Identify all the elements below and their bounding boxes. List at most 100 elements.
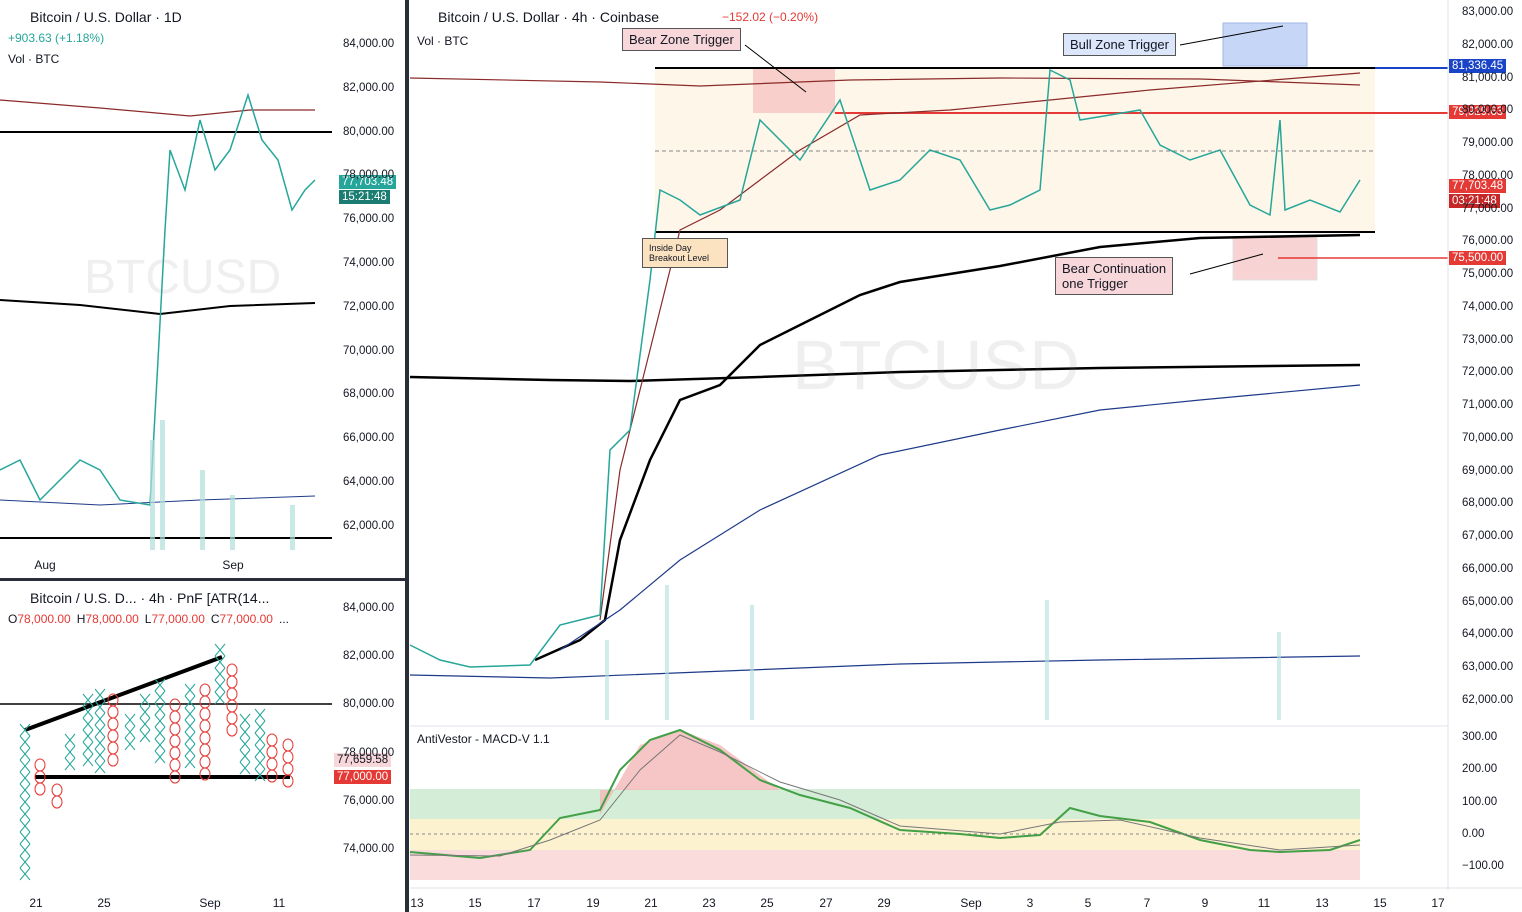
price-tag: 77,703.48 — [339, 175, 397, 189]
time-axis-label: Sep — [960, 896, 982, 910]
pnf-x — [254, 708, 266, 722]
pnf-o — [107, 729, 119, 743]
pnf-x — [94, 688, 106, 702]
pnf-x — [254, 720, 266, 734]
pnf-x — [154, 726, 166, 740]
ohlc-item: L77,000.00 — [145, 612, 211, 626]
countdown: 03:21:48 — [1449, 194, 1500, 208]
volume — [605, 585, 1281, 720]
pnf-o — [226, 699, 238, 713]
annotation[interactable]: Bear Continuation one Trigger — [1055, 257, 1174, 295]
pnf-x — [184, 707, 196, 721]
pnf-x — [19, 759, 31, 773]
time-axis-label: 27 — [819, 896, 833, 910]
pnf-x — [94, 748, 106, 762]
price-axis-label: 78,000.00 — [1462, 169, 1514, 182]
pnf-o — [169, 746, 181, 760]
price-axis-label: 65,000.00 — [1462, 595, 1514, 608]
pnf-o — [51, 795, 63, 809]
time-axis-label: Sep — [222, 558, 244, 572]
panel-title[interactable]: Bitcoin / U.S. Dollar · 1D — [30, 9, 182, 25]
pnf-x — [139, 693, 151, 707]
price — [409, 68, 1361, 668]
time-axis-label: 25 — [97, 896, 111, 910]
time-axis-label: 11 — [272, 896, 286, 910]
price-axis-label: 71,000.00 — [1462, 399, 1514, 411]
pnf-x — [184, 755, 196, 769]
ohlc-key: O — [8, 612, 18, 626]
price-axis-label: −100.00 — [1462, 860, 1504, 873]
ohlc-key: C — [210, 612, 220, 626]
pnf-x — [19, 747, 31, 761]
connector — [744, 44, 807, 93]
pnf-x — [239, 761, 251, 775]
panel-title[interactable]: Bitcoin / U.S. Dollar · 4h · Coinbase — [438, 9, 659, 25]
time-axis-label: 7 — [1143, 896, 1151, 910]
pnf-o — [199, 767, 211, 781]
ma — [0, 495, 316, 506]
vwap — [534, 233, 1361, 662]
pnf-x — [154, 702, 166, 716]
pnf-o — [199, 719, 211, 733]
pnf-x — [139, 705, 151, 719]
price — [0, 92, 316, 506]
pnf-x — [154, 678, 166, 692]
annotation[interactable]: Inside Day Breakout Level — [642, 238, 728, 268]
price-axis-label: 0.00 — [1462, 827, 1485, 840]
price-tag: 77,659.58 — [334, 753, 392, 767]
price-axis-label: 72,000.00 — [1462, 366, 1514, 379]
panel-title[interactable]: Bitcoin / U.S. D... · 4h · PnF [ATR(14..… — [30, 590, 270, 606]
price-axis-label: 64,000.00 — [1462, 628, 1514, 641]
pnf-o — [226, 723, 238, 737]
price-axis-label: 80,000.00 — [343, 698, 395, 711]
signal — [409, 734, 1361, 857]
price-axis-label: 69,000.00 — [1462, 464, 1514, 477]
pnf-o — [266, 733, 278, 747]
pnf-x — [139, 729, 151, 743]
price-axis-label: 200.00 — [1462, 763, 1498, 776]
pnf-x — [154, 750, 166, 764]
pnf-o — [199, 731, 211, 745]
pnf-x — [214, 655, 226, 669]
pnf-o — [199, 683, 211, 697]
time-axis-label: 13 — [1315, 896, 1329, 910]
price-axis-label: 76,000.00 — [343, 794, 395, 807]
pnf-o — [199, 755, 211, 769]
annotation[interactable]: Bull Zone Trigger — [1063, 33, 1176, 56]
price-axis-label: 76,000.00 — [343, 213, 395, 226]
time-axis-label: 29 — [877, 896, 891, 910]
price-axis-label: 76,000.00 — [1462, 235, 1514, 248]
pnf-o — [282, 738, 294, 752]
pnf-x — [154, 714, 166, 728]
time-axis-label: 19 — [586, 896, 600, 910]
pnf-o — [266, 769, 278, 783]
pnf-x — [254, 756, 266, 770]
price-axis-label: 72,000.00 — [343, 300, 395, 313]
price-axis-label: 100.00 — [1462, 795, 1498, 808]
pnf-x — [214, 691, 226, 705]
pnf-o — [34, 758, 46, 772]
pnf-x — [254, 768, 266, 782]
pnf-x — [124, 737, 136, 751]
pnf-x — [214, 643, 226, 657]
watermark: BTCUSD — [792, 326, 1080, 404]
pnf-x — [214, 679, 226, 693]
ma — [409, 655, 1361, 679]
time-axis-label: 17 — [1431, 896, 1445, 910]
ohlc-item: C77,000.00 — [211, 612, 279, 626]
pnf-x — [154, 690, 166, 704]
pnf-x — [94, 712, 106, 726]
pnf-x — [19, 795, 31, 809]
price-axis-label: 80,000.00 — [1462, 104, 1514, 117]
ma — [409, 77, 1361, 87]
price-axis-label: 63,000.00 — [1462, 661, 1514, 673]
countdown: 15:21:48 — [339, 190, 390, 204]
connector — [1189, 253, 1264, 275]
pnf-boxes — [19, 643, 294, 881]
divider — [405, 0, 409, 912]
pnf-x — [124, 725, 136, 739]
annotation[interactable]: Bear Zone Trigger — [622, 28, 741, 51]
zone — [410, 850, 1360, 880]
pnf-o — [266, 745, 278, 759]
pnf-x — [64, 745, 76, 759]
